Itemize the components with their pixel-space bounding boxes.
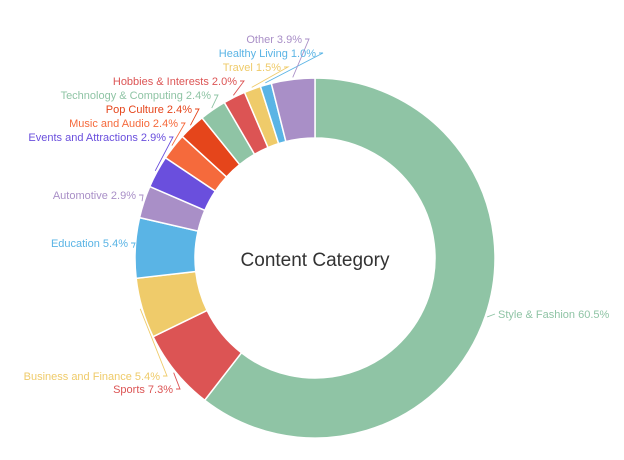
- leader-line-style-and-fashion: [487, 313, 496, 318]
- leader-line-pop-culture: [190, 108, 200, 126]
- leader-line-automotive: [139, 194, 144, 202]
- leader-line-travel: [251, 66, 290, 88]
- chart-title: Content Category: [241, 250, 390, 271]
- leader-line-healthy-living: [265, 52, 324, 84]
- data-label-technology-and-computing: Technology & Computing 2.4%: [61, 90, 212, 102]
- slice-other: [270, 77, 316, 143]
- data-label-automotive: Automotive 2.9%: [53, 190, 136, 202]
- data-label-hobbies-and-interests: Hobbies & Interests 2.0%: [113, 76, 237, 88]
- leader-line-group: [131, 38, 496, 390]
- leader-line-events-and-attractions: [154, 136, 174, 172]
- leader-line-education: [131, 242, 136, 248]
- data-label-healthy-living: Healthy Living 1.0%: [219, 48, 316, 60]
- data-label-education: Education 5.4%: [51, 238, 128, 250]
- slice-style-and-fashion: [203, 77, 496, 439]
- data-label-style-and-fashion: Style & Fashion 60.5%: [498, 309, 610, 321]
- data-label-sports: Sports 7.3%: [113, 384, 173, 396]
- data-label-other: Other 3.9%: [246, 34, 302, 46]
- leader-line-business-and-finance: [139, 308, 168, 377]
- leader-line-other: [292, 38, 310, 78]
- leader-line-sports: [173, 372, 181, 390]
- leader-line-music-and-audio: [171, 122, 186, 146]
- slice-group: [134, 77, 496, 439]
- label-group: Style & Fashion 60.5% Sports 7.3%Business…: [24, 34, 610, 396]
- data-label-music-and-audio: Music and Audio 2.4%: [69, 118, 178, 130]
- data-label-events-and-attractions: Events and Attractions 2.9%: [28, 132, 166, 144]
- data-label-travel: Travel 1.5%: [223, 62, 282, 74]
- leader-line-hobbies-and-interests: [233, 80, 245, 96]
- data-label-pop-culture: Pop Culture 2.4%: [106, 104, 192, 116]
- data-label-business-and-finance: Business and Finance 5.4%: [24, 371, 161, 383]
- leader-line-technology-and-computing: [211, 94, 219, 109]
